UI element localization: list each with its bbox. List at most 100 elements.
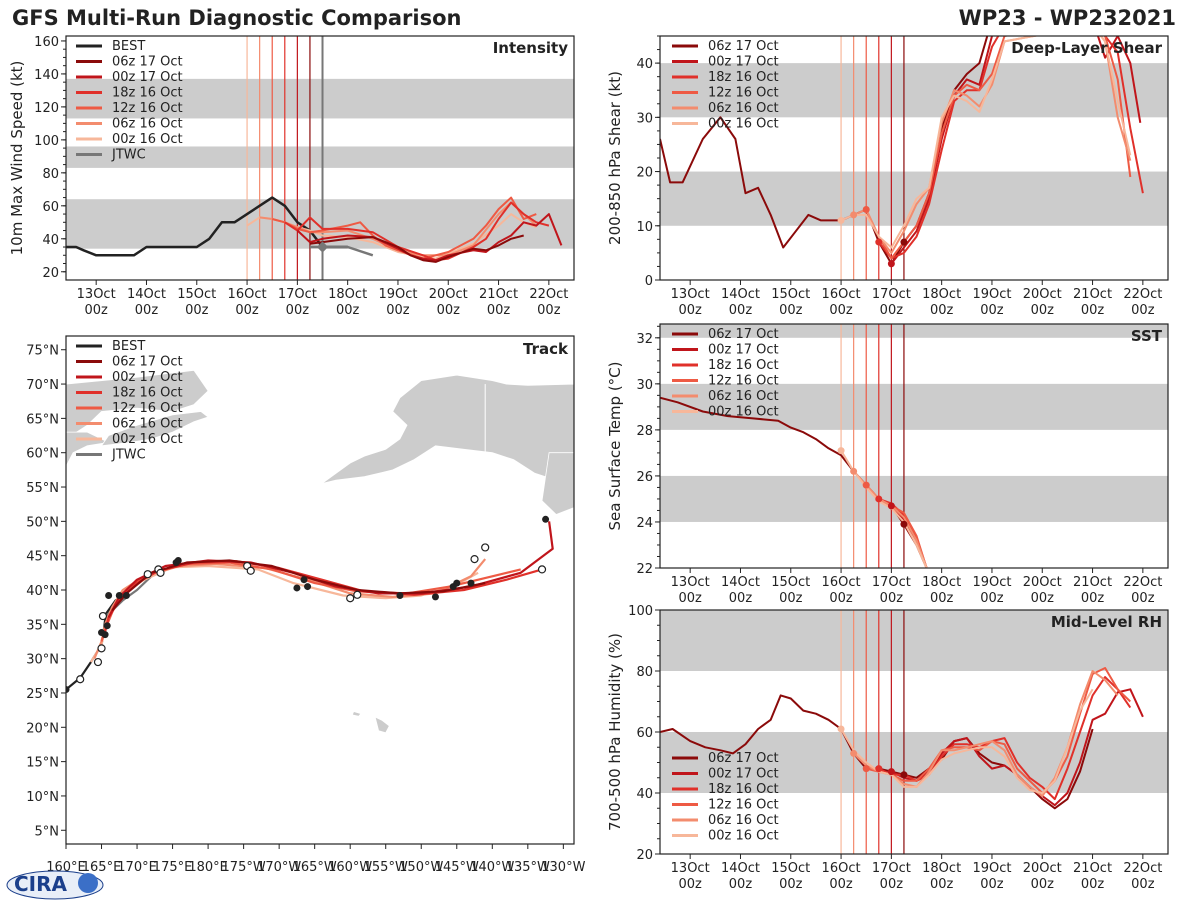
shear-series-group [660,36,1144,268]
intensity-legend-label-r12z16: 12z 16 Oct [112,101,183,116]
track-lines-group [66,515,554,694]
track-lon-label-11: 145°W [435,860,479,875]
track-lon-label-12: 140°W [470,860,514,875]
track-lat-label-13: 70°N [26,378,59,393]
shear-xtick-label-hour-3: 00z [829,303,853,318]
track-lat-label-10: 55°N [26,481,59,496]
shear-xtick-label-hour-6: 00z [980,303,1004,318]
sst-panel: 22242628303213Oct00z14Oct00z15Oct00z16Oc… [606,323,1169,606]
track-lat-label-3: 20°N [26,721,59,736]
rh-marker-r00z16 [837,725,845,733]
rh-xtick-label-hour-1: 00z [729,877,753,892]
sst-xtick-label-day-2: 15Oct [771,575,810,590]
intensity-legend-label-r00z16: 00z 16 Oct [112,132,183,147]
intensity-legend-label-r18z16: 18z 16 Oct [112,86,183,101]
sst-legend-label-r18z16: 18z 16 Oct [708,358,779,373]
shear-legend-label-r12z16: 12z 16 Oct [708,86,779,101]
rh-xtick-label-day-5: 18Oct [922,861,961,876]
shear-xtick-label-day-7: 20Oct [1023,287,1062,302]
rh-xtick-label-day-2: 15Oct [771,861,810,876]
track-point-open-3 [98,611,108,621]
sst-xtick-label-day-6: 19Oct [972,575,1011,590]
shear-series-r18z16 [878,36,1144,260]
shear-ytick-label-40: 40 [636,57,653,72]
intensity-xtick-label-day-0: 13Oct [77,287,116,302]
intensity-ytick-label-40: 40 [42,233,59,248]
sst-xtick-label-day-1: 14Oct [721,575,760,590]
track-point-open-4 [143,570,152,579]
sst-band-0 [660,475,1168,522]
track-point-filled-13 [431,593,439,601]
track-lon-label-8: 160°W [328,860,372,875]
track-point-open-6 [156,568,165,577]
rh-legend-label-r00z16: 00z 16 Oct [708,829,779,844]
track-lat-label-8: 45°N [26,550,59,565]
rh-xtick-label-day-1: 14Oct [721,861,760,876]
sst-legend-label-r00z16: 00z 16 Oct [708,405,779,420]
cira-logo: CIRA [6,870,104,900]
track-point-filled-4 [105,591,113,599]
sst-ytick-label-30: 30 [636,378,653,393]
land-hawaii-1 [374,716,390,734]
shear-ytick-label-10: 10 [636,220,653,235]
sst-xtick-label-hour-4: 00z [880,591,904,606]
figure-title: GFS Multi-Run Diagnostic Comparison [12,6,461,30]
intensity-xtick-label-hour-0: 00z [84,303,108,318]
sst-legend-label-r06z17: 06z 17 Oct [708,327,779,342]
intensity-xtick-label-day-6: 19Oct [378,287,417,302]
track-point-filled-2 [101,631,109,639]
shear-ytick-label-20: 20 [636,166,653,181]
rh-band-1 [660,610,1168,671]
track-legend-label-r00z17: 00z 17 Oct [112,370,183,385]
sst-xtick-label-day-5: 18Oct [922,575,961,590]
sst-xtick-label-hour-6: 00z [980,591,1004,606]
sst-xtick-label-day-4: 17Oct [872,575,911,590]
land-hawaii-2 [351,711,362,717]
sst-xtick-label-day-9: 22Oct [1123,575,1162,590]
intensity-title: Intensity [493,39,569,57]
rh-legend-label-r00z17: 00z 17 Oct [708,767,779,782]
intensity-xtick-label-hour-7: 00z [437,303,461,318]
intensity-jtwc-marker [316,241,329,253]
sst-xtick-label-hour-1: 00z [729,591,753,606]
rh-xtick-label-day-6: 19Oct [972,861,1011,876]
track-point-open-0 [76,675,85,684]
shear-legend-label-r06z16: 06z 16 Oct [708,101,779,116]
rh-xtick-label-hour-9: 00z [1131,877,1155,892]
rh-xtick-label-day-8: 21Oct [1073,861,1112,876]
land-border-bc [484,452,543,481]
shear-legend-label-r00z16: 00z 16 Oct [708,117,779,132]
shear-xtick-label-hour-0: 00z [678,303,702,318]
rh-ytick-label-20: 20 [636,848,653,863]
track-point-open-12 [481,543,490,552]
intensity-series-r06z17 [309,234,524,263]
shear-title: Deep-Layer Shear [1011,39,1162,57]
track-lat-label-6: 35°N [26,618,59,633]
rh-legend-label-r06z17: 06z 17 Oct [708,751,779,766]
intensity-ytick-label-140: 140 [34,68,59,83]
rh-panel: 2040608010013Oct00z14Oct00z15Oct00z16Oct… [606,604,1169,892]
track-point-filled-16 [467,579,475,587]
rh-xtick-label-day-9: 22Oct [1123,861,1162,876]
track-lat-label-7: 40°N [26,584,59,599]
rh-ytick-label-60: 60 [636,726,653,741]
rh-marker-r18z16 [875,765,883,773]
track-lat-label-5: 30°N [26,653,59,668]
sst-marker-r00z17 [887,502,895,510]
storm-id: WP23 - WP232021 [959,6,1176,30]
track-point-filled-5 [115,591,123,599]
shear-legend-label-r06z17: 06z 17 Oct [708,39,779,54]
intensity-band-1 [66,146,574,168]
rh-legend-label-r18z16: 18z 16 Oct [708,782,779,797]
track-point-filled-15 [453,579,461,587]
track-point-filled-17 [542,515,550,523]
sst-frame [659,323,1169,569]
sst-marker-r18z16 [875,495,883,503]
intensity-band-0 [66,199,574,249]
track-point-filled-8 [174,556,182,564]
rh-series-r18z16 [878,676,1132,801]
sst-xtick-label-hour-8: 00z [1081,591,1105,606]
rh-ylabel: 700-500 hPa Humidity (%) [606,633,624,831]
track-lat-label-2: 15°N [26,756,59,771]
intensity-legend-label-r00z17: 00z 17 Oct [112,70,183,85]
